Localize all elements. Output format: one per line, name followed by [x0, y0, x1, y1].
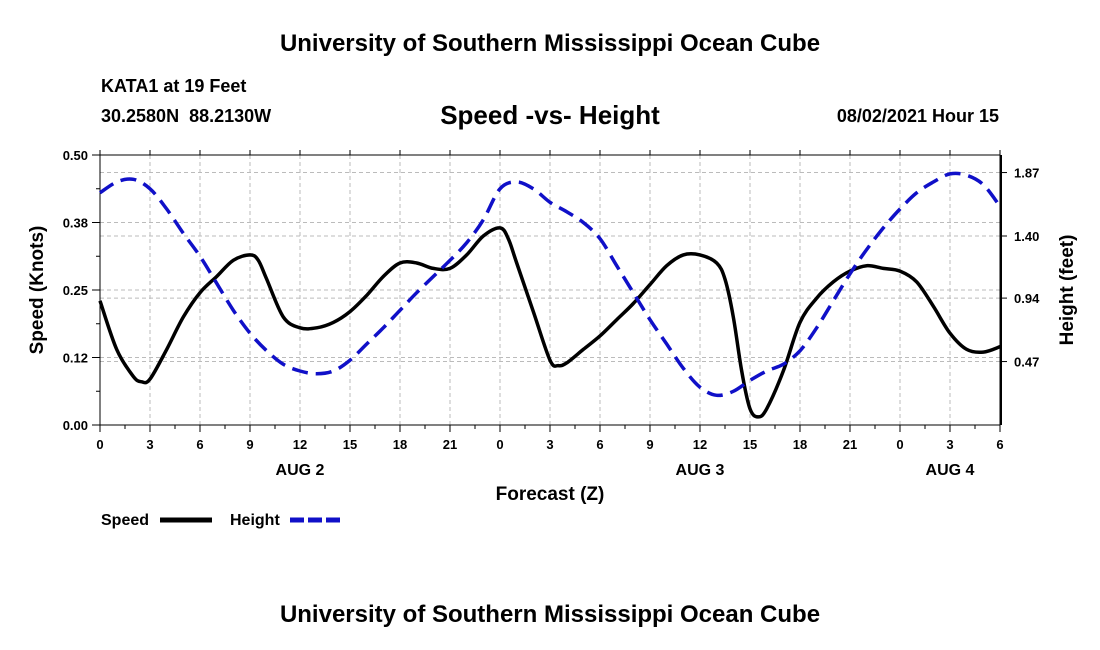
- x-tick-label: 0: [96, 437, 103, 452]
- x-tick-label: 12: [293, 437, 307, 452]
- x-tick-label: 9: [646, 437, 653, 452]
- y2-axis-title: Height (feet): [1057, 235, 1078, 346]
- grid-layer: [100, 155, 1000, 425]
- x-tick-label: 6: [196, 437, 203, 452]
- x-axis-title: Forecast (Z): [496, 484, 605, 505]
- y-tick-label: 0.12: [63, 351, 88, 366]
- axes-layer: [92, 150, 1007, 432]
- x-tick-label: 18: [793, 437, 807, 452]
- station-label: KATA1 at 19 Feet: [101, 76, 247, 96]
- y-tick-label: 0.50: [63, 148, 88, 163]
- x-tick-label: 6: [996, 437, 1003, 452]
- y2-tick-label: 0.47: [1014, 355, 1039, 370]
- legend-label-height: Height: [230, 512, 280, 529]
- height-series-line: [99, 171, 1002, 398]
- y-tick-label: 0.25: [63, 283, 88, 298]
- y-tick-label: 0.38: [63, 216, 88, 231]
- x-tick-label: 15: [343, 437, 357, 452]
- legend-layer: Speed Height: [101, 512, 342, 529]
- y2-tick-label: 1.40: [1014, 229, 1039, 244]
- labels-layer: 0 3 6 9 12 15 18 21 0 3 6 9 12 15 18 21 0 3 6 0.00 0.12 0.25 0…: [27, 148, 1078, 505]
- x-tick-label: 3: [946, 437, 953, 452]
- coordinates-label: 30.2580N 88.2130W: [101, 106, 272, 126]
- x-tick-label: 0: [896, 437, 903, 452]
- page-title: University of Southern Mississippi Ocean…: [279, 30, 821, 57]
- x-tick-label: 15: [743, 437, 757, 452]
- y2-tick-label: 1.87: [1014, 166, 1039, 181]
- chart-title: Speed -vs- Height: [440, 100, 660, 130]
- footer-title: University of Southern Mississippi Ocean…: [279, 601, 821, 628]
- x-tick-label: 9: [246, 437, 253, 452]
- x-tick-label: 18: [393, 437, 407, 452]
- date-label: AUG 3: [676, 462, 725, 479]
- y2-tick-label: 0.94: [1014, 291, 1040, 306]
- legend-label-speed: Speed: [101, 512, 149, 529]
- datetime-label: 08/02/2021 Hour 15: [836, 106, 999, 126]
- x-tick-label: 21: [843, 437, 857, 452]
- x-tick-label: 3: [546, 437, 553, 452]
- x-tick-label: 21: [443, 437, 457, 452]
- y-axis-title: Speed (Knots): [27, 226, 48, 355]
- speed-series-line: [98, 226, 1001, 419]
- series-layer: [98, 171, 1002, 419]
- x-tick-label: 6: [596, 437, 603, 452]
- date-label: AUG 4: [926, 462, 975, 479]
- date-label: AUG 2: [276, 462, 325, 479]
- x-tick-label: 12: [693, 437, 707, 452]
- x-tick-label: 3: [146, 437, 153, 452]
- x-tick-label: 0: [496, 437, 503, 452]
- y-tick-label: 0.00: [63, 418, 88, 433]
